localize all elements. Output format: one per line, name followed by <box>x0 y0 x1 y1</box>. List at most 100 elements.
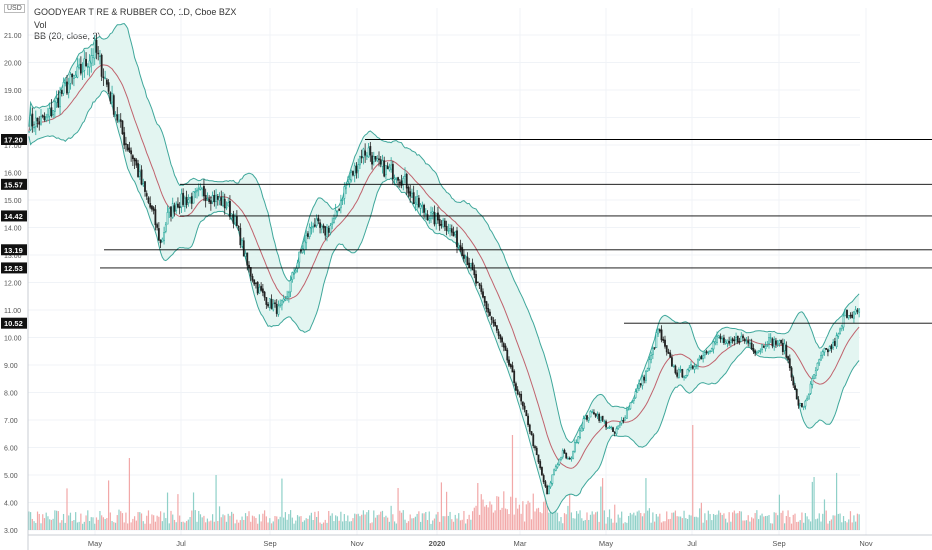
candle-body <box>447 230 450 232</box>
volume-bar <box>473 507 475 530</box>
candle <box>421 201 424 214</box>
candle-body <box>241 239 243 247</box>
candle-body <box>313 224 316 227</box>
volume-bar <box>496 496 498 530</box>
candle <box>126 144 129 152</box>
candle <box>128 141 131 154</box>
candle <box>73 74 75 87</box>
candle-body <box>220 197 223 206</box>
candle <box>225 201 228 211</box>
candle <box>672 364 675 368</box>
candle <box>178 202 181 215</box>
candle-body <box>754 350 757 354</box>
candle-body <box>695 365 698 368</box>
volume-bar <box>839 513 841 530</box>
candle-body <box>29 115 32 131</box>
candle-body <box>185 196 188 205</box>
volume-bar <box>790 523 793 530</box>
candle <box>241 238 243 249</box>
volume-bar <box>737 513 739 530</box>
candle-body <box>438 219 441 227</box>
candle-body <box>726 339 729 344</box>
volume-bar <box>849 511 852 530</box>
volume-bar <box>451 519 453 530</box>
candle-body <box>608 426 611 429</box>
volume-bar <box>491 504 493 530</box>
volume-bar <box>584 519 586 530</box>
candle-body <box>428 218 431 221</box>
candle <box>651 346 654 360</box>
symbol-title[interactable]: GOODYEAR TIRE & RUBBER CO, 1D, Cboe BZX <box>34 7 237 17</box>
volume-bar <box>579 510 581 530</box>
candle <box>499 333 502 343</box>
volume-bar <box>127 523 129 530</box>
candle <box>719 333 722 343</box>
candle-body <box>660 329 663 341</box>
candle-body <box>712 341 715 350</box>
candle-body <box>268 298 271 308</box>
volume-bar <box>361 514 363 530</box>
candle <box>161 237 164 243</box>
volume-legend[interactable]: Vol <box>34 20 47 30</box>
candle-body <box>801 403 803 408</box>
candle <box>45 113 48 123</box>
candle <box>114 111 117 117</box>
candle-body <box>620 419 623 424</box>
candle <box>457 242 460 249</box>
y-tick-label: 7.00 <box>4 418 18 425</box>
candle <box>681 368 684 379</box>
candle <box>823 347 826 356</box>
candle-body <box>485 301 488 310</box>
candle-body <box>523 405 526 410</box>
candle <box>133 157 136 169</box>
candle <box>807 393 810 400</box>
candle <box>679 365 682 373</box>
volume-bar <box>690 515 692 530</box>
volume-bar <box>298 516 300 530</box>
volume-bar <box>104 519 106 530</box>
candle <box>762 345 765 348</box>
candle <box>563 448 566 454</box>
candle-body <box>520 393 523 402</box>
volume-bar <box>676 516 678 530</box>
volume-bar <box>302 521 304 530</box>
y-tick-label: 14.00 <box>4 226 22 233</box>
candle-body <box>284 298 287 301</box>
volume-bar <box>667 519 670 530</box>
volume-bar <box>657 516 659 530</box>
volume-bar <box>52 518 54 530</box>
volume-bar <box>416 513 418 530</box>
candle <box>504 343 507 351</box>
candle <box>130 147 133 162</box>
volume-bar <box>731 512 734 530</box>
candle-body <box>291 272 294 280</box>
candle-body <box>818 359 821 364</box>
candle <box>277 300 280 317</box>
candle-body <box>147 197 150 203</box>
candle-body <box>203 186 205 197</box>
candle-body <box>225 206 228 209</box>
candle-body <box>180 193 183 208</box>
candle-body <box>234 216 237 224</box>
candle-body <box>409 191 412 197</box>
volume-bar <box>695 516 697 530</box>
volume-bar <box>773 512 775 530</box>
bollinger-legend[interactable]: BB (20, close, 2) <box>34 31 101 41</box>
candle-body <box>551 474 554 484</box>
volume-bar <box>243 519 245 530</box>
candle <box>227 197 230 207</box>
candle <box>69 71 72 90</box>
candle-body <box>606 427 609 429</box>
candle-body <box>515 383 517 391</box>
candle-body <box>64 82 67 84</box>
candle-body <box>707 352 710 354</box>
candle-body <box>430 211 432 219</box>
volume-bar <box>73 519 75 530</box>
volume-bar <box>699 508 701 530</box>
volume-bar <box>837 513 839 530</box>
bollinger-bands <box>28 22 860 514</box>
volume-bar <box>364 514 366 530</box>
volume-bar <box>265 516 267 530</box>
candle <box>359 155 361 169</box>
